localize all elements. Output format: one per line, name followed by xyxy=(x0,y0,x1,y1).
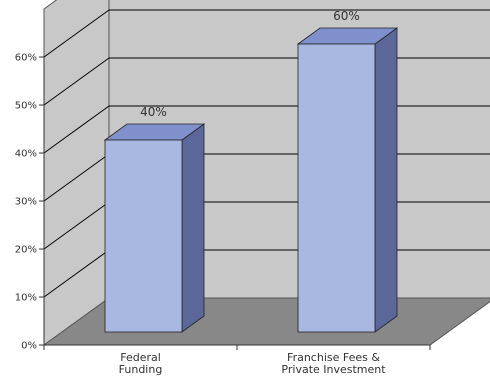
data-label: 40% xyxy=(140,105,167,119)
x-tick-label: Franchise Fees & xyxy=(287,351,380,364)
bar xyxy=(297,43,376,333)
bar-side xyxy=(374,27,398,333)
y-tick-label: 10% xyxy=(15,293,37,304)
x-tick-label: Private Investment xyxy=(281,363,386,376)
gridline-side xyxy=(43,201,110,250)
side-wall xyxy=(43,0,110,346)
y-tick-label: 50% xyxy=(15,101,37,112)
bar xyxy=(104,139,183,333)
y-tick-label: 0% xyxy=(21,341,37,352)
y-tick-label: 30% xyxy=(15,197,37,208)
gridline-side xyxy=(43,153,110,202)
bars xyxy=(103,27,399,333)
x-tick-label: Federal xyxy=(120,351,161,364)
bar-side xyxy=(181,123,205,333)
y-tick-label: 20% xyxy=(15,245,37,256)
gridline-side xyxy=(43,9,110,58)
gridline-side xyxy=(43,249,110,298)
y-tick-label: 60% xyxy=(15,53,37,64)
y-tick-label: 40% xyxy=(15,149,37,160)
x-tick-label: Funding xyxy=(119,363,163,376)
gridline-side xyxy=(43,57,110,106)
data-label: 60% xyxy=(333,9,360,23)
axes: 0% 10% 20% 30% 40% 50% 60% xyxy=(15,53,431,352)
gridline-side xyxy=(43,105,110,154)
